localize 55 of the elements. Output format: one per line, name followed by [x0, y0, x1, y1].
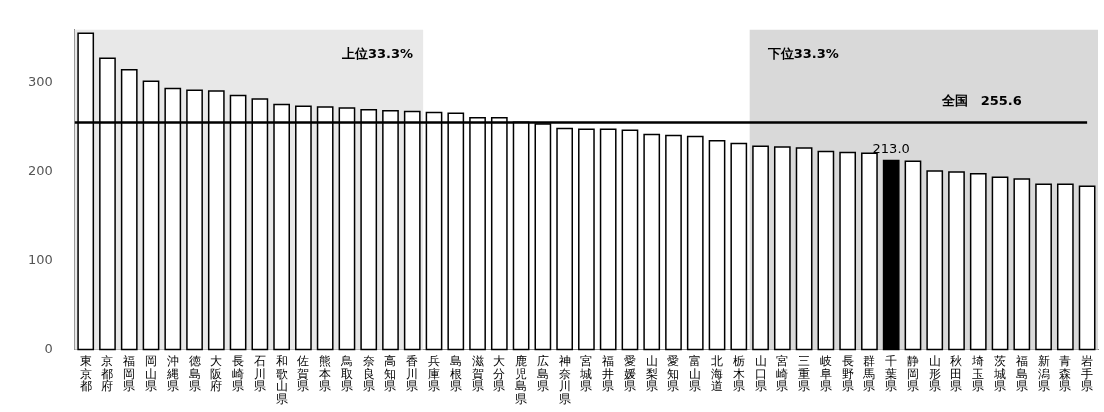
x-tick-label: 愛知県 [667, 354, 680, 394]
x-tick-label: 滋賀県 [471, 354, 484, 394]
x-tick-label: 北海道 [711, 354, 724, 394]
x-tick-label: 高知県 [384, 354, 397, 394]
band-label: 下位33.3% [766, 45, 839, 61]
x-tick-label: 熊本県 [319, 354, 332, 394]
x-tick-label: 東京都 [79, 354, 92, 394]
x-tick-label: 群馬県 [862, 354, 876, 394]
x-tick-label: 沖縄県 [165, 354, 179, 394]
x-tick-label: 山口県 [754, 354, 767, 394]
x-tick-label: 岩手県 [1081, 354, 1094, 394]
x-tick-label: 愛媛県 [623, 354, 636, 394]
x-tick-label: 兵庫県 [428, 354, 441, 394]
x-tick-label: 広島県 [536, 354, 549, 394]
x-tick-label: 神奈川県 [558, 354, 571, 406]
x-tick-label: 岡山県 [145, 354, 158, 394]
x-tick-label: 秋田県 [950, 354, 963, 394]
x-tick-label: 香川県 [406, 354, 419, 394]
x-tick-label: 長野県 [841, 354, 854, 394]
x-tick-label: 佐賀県 [297, 354, 310, 394]
x-tick-label: 茨城県 [993, 354, 1007, 394]
x-tick-label: 鳥取県 [339, 354, 353, 394]
x-tick-label: 岐阜県 [819, 354, 832, 394]
x-tick-label: 三重県 [798, 354, 811, 394]
x-tick-label: 新潟県 [1037, 354, 1050, 394]
x-tick-label: 京都府 [101, 354, 114, 394]
x-tick-label: 福島県 [1015, 354, 1028, 394]
data-label: 213.0 [872, 141, 910, 157]
y-tick-label: 200 [27, 163, 53, 179]
x-tick-label: 大分県 [493, 354, 506, 394]
x-tick-label: 宮崎県 [776, 354, 789, 394]
y-tick-label: 0 [44, 340, 53, 356]
x-tick-label: 大阪府 [210, 354, 223, 394]
x-tick-label: 宮城県 [579, 354, 593, 394]
x-tick-label: 島根県 [449, 354, 462, 394]
x-tick-label: 長崎県 [232, 354, 245, 394]
x-tick-label: 富山県 [689, 354, 702, 394]
x-tick-label: 静岡県 [906, 354, 919, 394]
x-tick-label: 千葉県 [885, 354, 898, 394]
band-label: 上位33.3% [341, 45, 414, 61]
x-tick-label: 徳島県 [188, 354, 201, 394]
x-tick-label: 栃木県 [732, 354, 745, 394]
x-tick-label: 奈良県 [362, 354, 375, 394]
y-tick-label: 100 [27, 252, 53, 268]
x-tick-label: 鹿児島県 [515, 354, 528, 406]
y-tick-label: 300 [27, 74, 53, 90]
x-tick-label: 山梨県 [645, 354, 658, 394]
x-tick-label: 青森県 [1059, 354, 1072, 394]
x-tick-label: 福井県 [602, 354, 615, 394]
x-tick-label: 石川県 [253, 354, 266, 394]
ref-line-label: 全国 255.6 [940, 93, 1022, 109]
x-tick-label: 福岡県 [123, 354, 136, 394]
x-tick-label: 山形県 [928, 354, 941, 394]
x-tick-label: 埼玉県 [971, 354, 985, 394]
x-tick-label: 和歌山県 [275, 354, 288, 406]
